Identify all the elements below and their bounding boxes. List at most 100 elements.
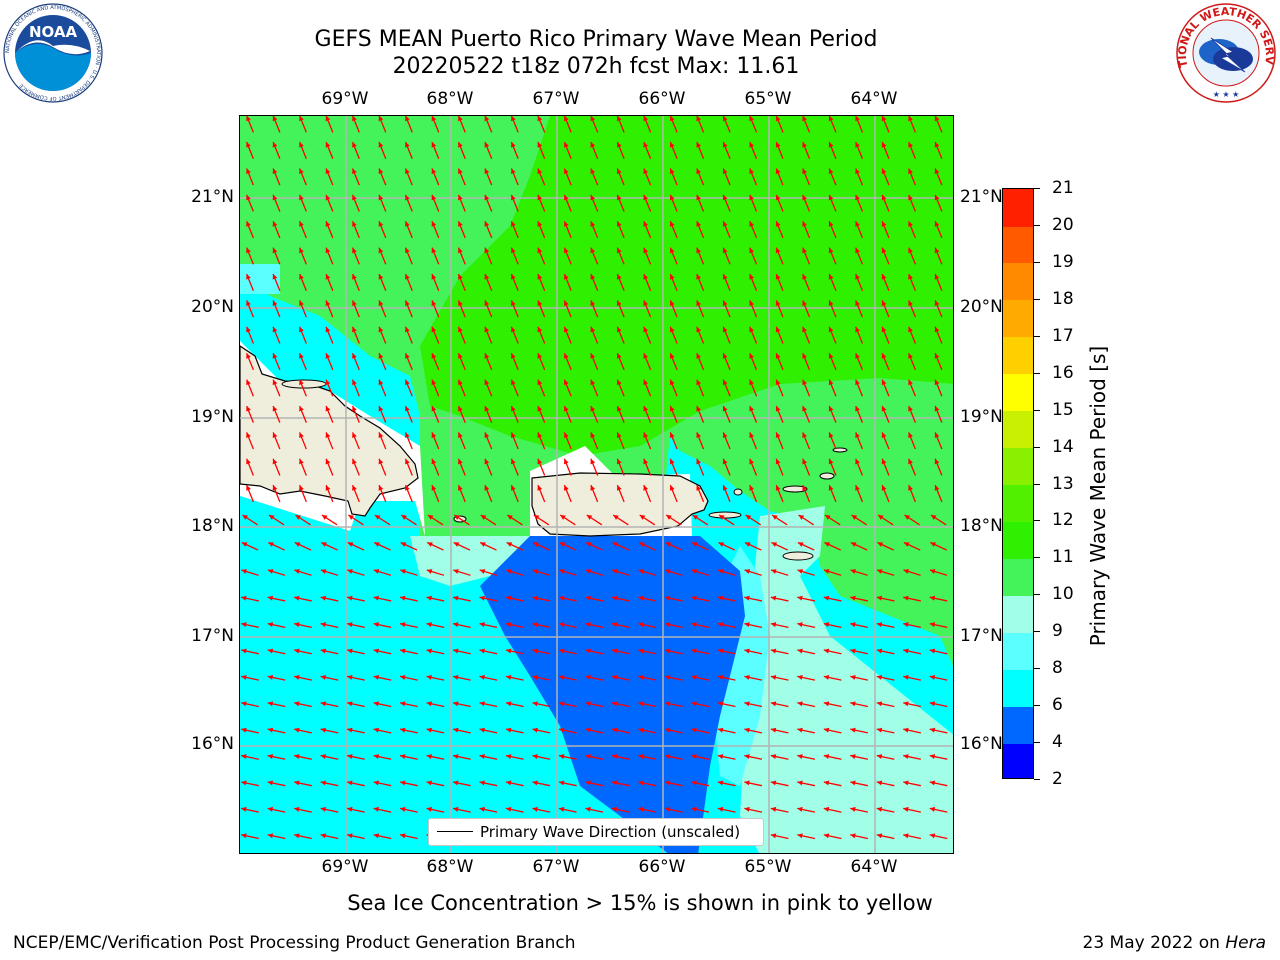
wave-arrow-head: [775, 379, 781, 386]
wave-arrow-head: [616, 458, 622, 465]
colorbar: [1002, 188, 1034, 779]
wave-arrow-head: [453, 754, 459, 760]
wave-arrow-head: [299, 168, 304, 175]
wave-arrow-head: [241, 727, 247, 733]
wave-arrow-head: [484, 221, 490, 227]
wave-arrow-head: [850, 727, 856, 733]
wave-arrow-head: [823, 833, 830, 839]
wave-arrow-head: [669, 274, 675, 280]
colorbar-segment: [1003, 447, 1033, 486]
wave-arrow-head: [643, 326, 649, 333]
wave-arrow-head: [590, 353, 596, 359]
wave-arrow-head: [666, 515, 672, 520]
wave-arrow-head: [770, 648, 777, 654]
colorbar-tick: [1034, 779, 1040, 780]
wave-arrow-head: [664, 648, 671, 654]
wave-arrow-head: [479, 727, 485, 733]
colorbar-tick: [1034, 188, 1040, 189]
wave-arrow-head: [775, 326, 781, 333]
wave-arrow-head: [908, 405, 913, 412]
wave-arrow-head: [744, 727, 750, 733]
wave-arrow-head: [431, 485, 437, 491]
wave-arrow-head: [484, 116, 490, 122]
wave-arrow-head: [506, 542, 513, 547]
colorbar-tick-label: 12: [1052, 510, 1074, 531]
wave-arrow-head: [669, 326, 675, 333]
wave-arrow-head: [585, 595, 591, 601]
wave-arrow-head: [775, 168, 781, 175]
wave-arrow-head: [558, 622, 565, 628]
wave-arrow-head: [532, 780, 538, 786]
wave-arrow-head: [325, 326, 331, 333]
wave-arrow-head: [669, 300, 675, 306]
lon-label-bottom: 68°W: [426, 857, 474, 877]
wave-arrow-head: [400, 780, 406, 786]
wave-arrow-head: [427, 515, 434, 520]
wave-arrow-head: [378, 247, 384, 254]
wave-arrow-head: [321, 542, 327, 547]
wave-arrow-head: [299, 116, 304, 122]
wave-arrow-head: [320, 806, 327, 812]
wave-arrow-head: [797, 674, 803, 680]
wave-arrow-head: [458, 326, 463, 333]
wave-arrow-head: [405, 168, 410, 175]
wave-arrow-head: [458, 168, 463, 175]
wave-arrow-head: [744, 569, 751, 574]
wave-arrow-head: [876, 806, 883, 812]
wave-arrow-head: [458, 194, 463, 201]
colorbar-segment: [1003, 189, 1033, 227]
wave-arrow-head: [929, 780, 936, 786]
lon-label-bottom: 67°W: [532, 857, 580, 877]
wave-arrow-head: [532, 569, 539, 574]
wave-arrow-head: [431, 326, 437, 333]
wave-arrow-head: [537, 300, 543, 306]
wave-arrow-head: [638, 648, 644, 654]
wave-arrow-head: [611, 806, 618, 812]
wave-arrow-head: [246, 194, 251, 201]
colorbar-segment: [1003, 743, 1033, 778]
wave-arrow-head: [828, 432, 834, 438]
wave-arrow-head: [479, 674, 485, 680]
wave-arrow-head: [824, 542, 831, 547]
wave-arrow-head: [325, 432, 331, 438]
wave-arrow-head: [722, 458, 728, 465]
wave-arrow-head: [378, 116, 384, 122]
wave-arrow-head: [876, 674, 883, 680]
wave-arrow-head: [881, 221, 887, 227]
wave-arrow-head: [722, 405, 728, 412]
wave-arrow-head: [506, 727, 512, 733]
wave-arrow-head: [934, 405, 940, 412]
wave-arrow-head: [246, 116, 251, 122]
wave-arrow-head: [929, 833, 936, 839]
wave-arrow-head: [638, 780, 644, 786]
wave-arrow-head: [484, 274, 490, 280]
wave-arrow-head: [934, 168, 940, 175]
wave-arrow-head: [426, 595, 432, 601]
date-text: 23 May 2022 on Hera: [1083, 933, 1267, 953]
wave-arrow-head: [431, 274, 437, 280]
wave-arrow-head: [378, 274, 384, 280]
wave-arrow-head: [876, 595, 883, 601]
colorbar-segment: [1003, 262, 1033, 301]
wave-arrow-head: [352, 274, 357, 280]
wave-arrow-head: [506, 754, 512, 760]
wave-arrow-head: [855, 247, 860, 254]
wave-arrow-head: [484, 194, 490, 201]
colorbar-tick: [1034, 224, 1040, 226]
wave-arrow-head: [855, 326, 860, 333]
wave-arrow-head: [616, 142, 622, 148]
wave-arrow-head: [934, 353, 940, 359]
wave-arrow-head: [373, 833, 380, 839]
wave-arrow-head: [484, 168, 490, 175]
wave-arrow-head: [267, 806, 274, 812]
wave-arrow-head: [828, 247, 834, 254]
colorbar-segment: [1003, 373, 1033, 412]
colorbar-tick-label: 16: [1052, 362, 1074, 383]
wave-arrow-head: [294, 648, 300, 654]
wave-arrow-head: [696, 353, 702, 359]
wave-arrow-head: [479, 780, 485, 786]
wave-arrow-head: [453, 622, 459, 628]
wave-arrow-head: [590, 485, 596, 491]
wave-arrow-head: [775, 353, 781, 359]
wave-arrow-head: [325, 379, 331, 386]
